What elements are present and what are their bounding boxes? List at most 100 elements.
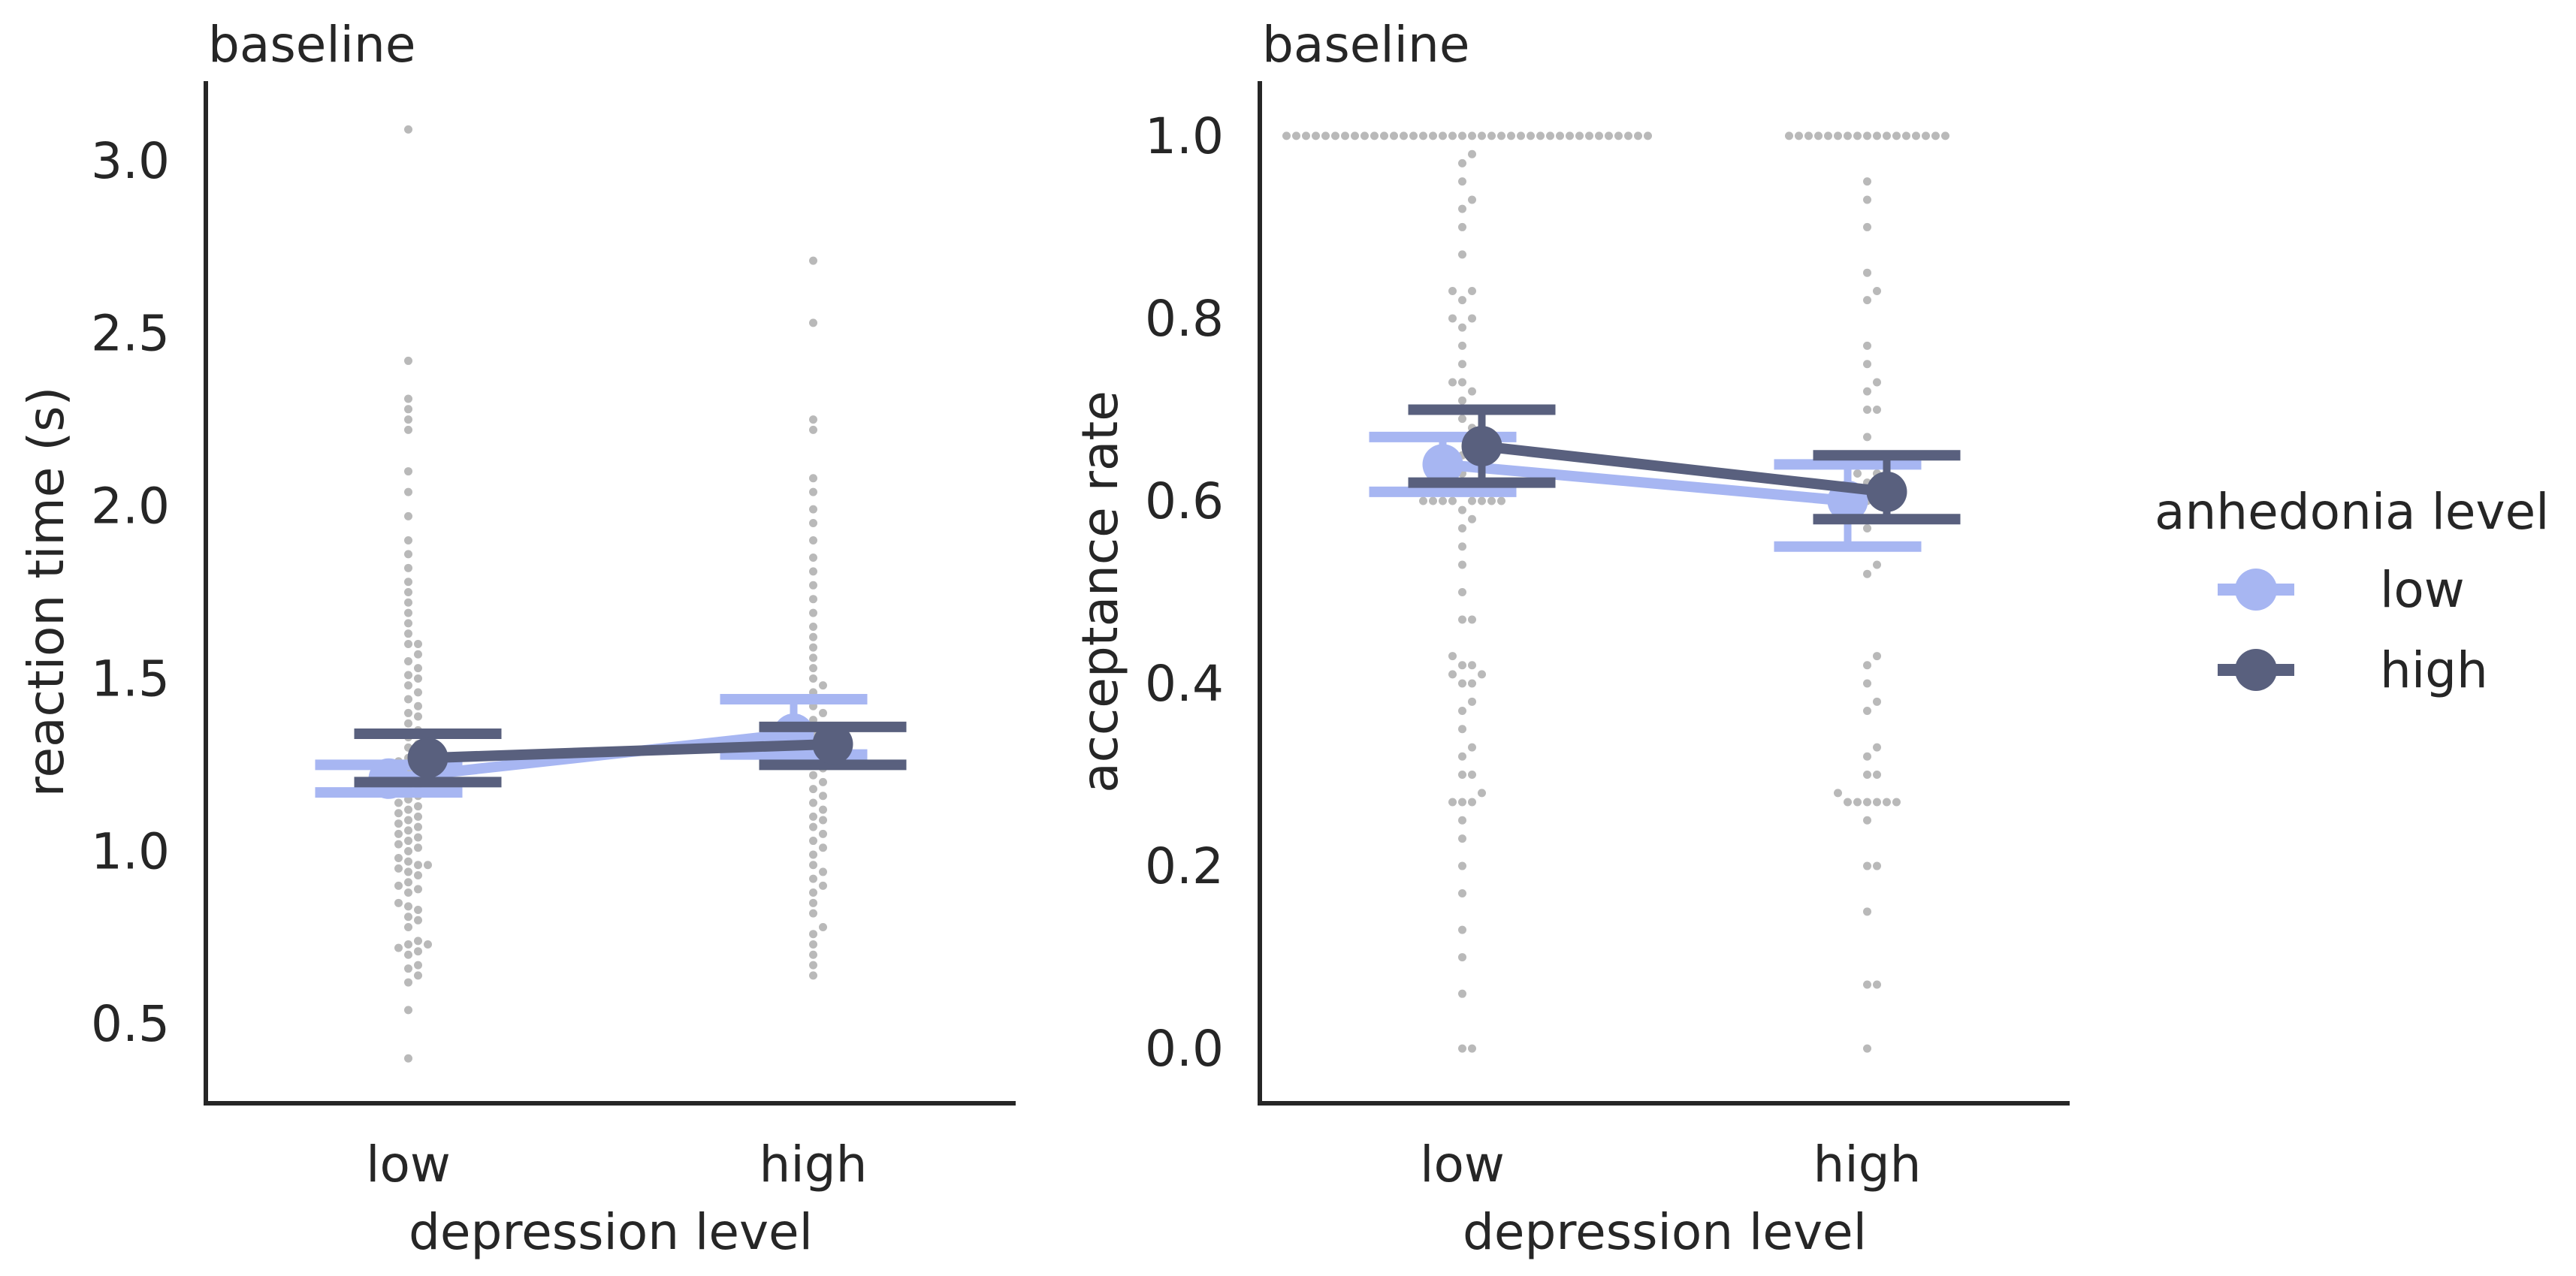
swarm-point [1941, 131, 1949, 140]
swarm-point [1863, 816, 1871, 825]
swarm-point [1458, 378, 1466, 387]
swarm-point [809, 674, 817, 683]
mean-point [1461, 426, 1502, 467]
legend: anhedonia level low high [2155, 483, 2550, 699]
swarm-point [414, 674, 422, 683]
swarm-point [1458, 953, 1466, 962]
swarm-point [819, 881, 827, 890]
swarm-point [809, 850, 817, 859]
swarm-point [1883, 798, 1891, 807]
swarm-point [1922, 131, 1930, 140]
swarm-point [1478, 670, 1486, 679]
swarm-point [1400, 131, 1408, 140]
swarm-point [1458, 296, 1466, 305]
swarm-point [1458, 204, 1466, 213]
swarm-point [1458, 360, 1466, 369]
swarm-point [1370, 131, 1379, 140]
swarm-point [819, 805, 827, 814]
swarm-point [1785, 131, 1793, 140]
swarm-point [1873, 771, 1881, 780]
swarm-point [1536, 131, 1545, 140]
swarm-point [1873, 405, 1881, 414]
swarm-point [404, 415, 412, 424]
swarm-point [809, 837, 817, 846]
swarm-point [1853, 469, 1862, 478]
y-tick-label: 2.5 [91, 305, 170, 363]
swarm-point [1458, 542, 1466, 551]
swarm-point [1468, 496, 1476, 505]
swarm-point [414, 961, 422, 970]
y-tick-label: 3.0 [91, 132, 170, 190]
swarm-point [1458, 396, 1466, 405]
x-tick-labels: low high [1420, 1136, 1921, 1193]
swarm-point [1863, 360, 1871, 369]
swarm-point [1605, 131, 1613, 140]
swarm-point [1448, 652, 1457, 661]
swarm-point [1380, 131, 1388, 140]
swarm-point [819, 816, 827, 825]
swarm-point [809, 536, 817, 545]
swarm-point [1321, 131, 1330, 140]
legend-title: anhedonia level [2155, 483, 2550, 541]
y-tick-label: 1.5 [91, 650, 170, 707]
swarm-point [1863, 387, 1871, 396]
swarm-point [819, 708, 827, 717]
swarm-point [404, 1006, 412, 1015]
x-axis-label: depression level [1463, 1203, 1867, 1261]
swarm-point [1458, 706, 1466, 715]
swarm-point [1844, 131, 1852, 140]
swarm-point [1804, 131, 1813, 140]
swarm-point [404, 598, 412, 607]
swarm-point [1931, 131, 1940, 140]
panel-title: baseline [208, 16, 415, 74]
swarm-point [1863, 980, 1871, 989]
swarm-point [1556, 131, 1564, 140]
swarm-point [1468, 387, 1476, 396]
y-tick-label: 0.5 [91, 995, 170, 1053]
x-tick-label: high [760, 1136, 868, 1193]
swarm-point [1873, 560, 1881, 569]
swarm-point [404, 671, 412, 680]
swarm-point [404, 923, 412, 932]
swarm-point [404, 846, 412, 855]
swarm-point [1863, 679, 1871, 688]
swarm-point [809, 971, 817, 980]
swarm-point [1390, 131, 1398, 140]
swarm-point [414, 712, 422, 721]
swarm-point [1458, 861, 1466, 870]
swarm-point [404, 867, 412, 876]
x-tick-label: low [366, 1136, 451, 1193]
swarm-point [1863, 569, 1871, 578]
swarm-point [1873, 652, 1881, 661]
swarm-point [1863, 752, 1871, 761]
y-tick-label: 1.0 [1145, 107, 1224, 165]
swarm-point [404, 608, 412, 617]
swarm-point [1458, 834, 1466, 843]
y-tick-labels: 0.0 0.2 0.4 0.6 0.8 1.0 [1145, 107, 1224, 1078]
swarm-point [404, 978, 412, 987]
legend-swatch-low-marker [2235, 569, 2277, 611]
swarm-point [404, 467, 412, 476]
series-line [1442, 459, 1849, 506]
swarm-point [809, 595, 817, 604]
swarm-point [1834, 789, 1842, 798]
swarm-point [414, 937, 422, 946]
swarm-point [414, 822, 422, 831]
swarm-point [1863, 907, 1871, 916]
swarm-point [394, 829, 403, 838]
swarm-point [1863, 222, 1871, 231]
swarm-point [394, 943, 403, 952]
swarm-point [1873, 861, 1881, 870]
swarm-point [1478, 789, 1486, 798]
swarm-point [394, 854, 403, 863]
y-tick-labels: 0.5 1.0 1.5 2.0 2.5 3.0 [91, 132, 170, 1053]
swarm-point [809, 474, 817, 483]
swarm-point [404, 356, 412, 365]
swarm-point [1458, 661, 1466, 670]
swarm-point [1487, 131, 1496, 140]
swarm-point [1824, 131, 1832, 140]
swarm-point [819, 923, 827, 932]
swarm-point [404, 125, 412, 134]
series-high [1408, 404, 1961, 525]
y-tick-label: 1.0 [91, 822, 170, 880]
